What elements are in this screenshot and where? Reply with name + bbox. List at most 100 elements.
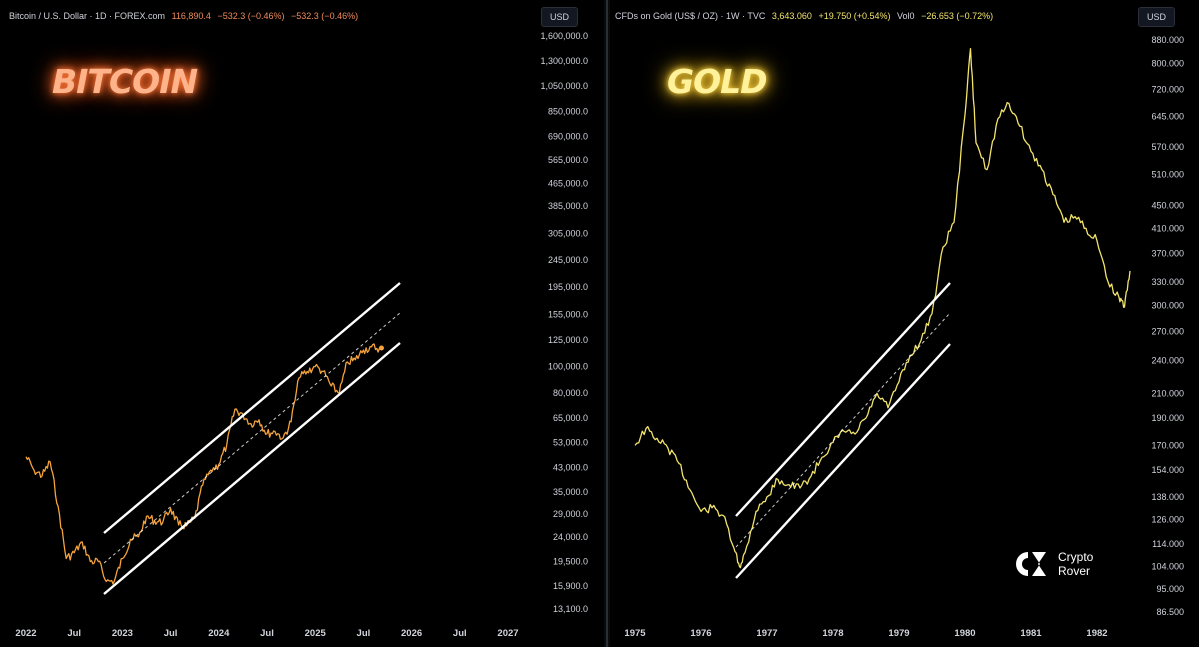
bitcoin-y-tick-label: 155,000.0: [548, 309, 588, 319]
gold-channel-mid-line: [735, 312, 951, 548]
bitcoin-y-tick-label: 465,000.0: [548, 178, 588, 188]
panel-divider[interactable]: [604, 0, 610, 647]
bitcoin-channel-upper-line: [103, 282, 401, 534]
bitcoin-currency-button[interactable]: USD: [541, 7, 578, 27]
gold-x-tick-label: 1982: [1086, 628, 1107, 639]
gold-big-title: GOLD: [667, 62, 768, 101]
bitcoin-x-tick-label: Jul: [164, 628, 178, 639]
bitcoin-big-title: BITCOIN: [52, 62, 198, 101]
gold-x-tick-label: 1979: [888, 628, 909, 639]
bitcoin-y-tick-label: 245,000.0: [548, 255, 588, 265]
gold-y-tick-label: 126.000: [1151, 514, 1184, 524]
gold-y-tick-label: 410.000: [1151, 223, 1184, 233]
gold-x-tick-label: 1980: [954, 628, 975, 639]
bitcoin-y-tick-label: 565,000.0: [548, 155, 588, 165]
bitcoin-x-tick-label: Jul: [357, 628, 371, 639]
gold-symbol-label: CFDs on Gold (US$ / OZ) · 1W · TVC: [615, 11, 766, 21]
gold-y-tick-label: 138.000: [1151, 492, 1184, 502]
bitcoin-y-tick-label: 125,000.0: [548, 335, 588, 345]
bitcoin-last-price-dot: [378, 345, 384, 351]
crypto-rover-logo-icon: [1016, 552, 1046, 576]
bitcoin-chart-panel[interactable]: Bitcoin / U.S. Dollar · 1D · FOREX.com 1…: [0, 0, 604, 647]
bitcoin-y-tick-label: 850,000.0: [548, 106, 588, 116]
gold-y-tick-label: 104.000: [1151, 562, 1184, 572]
gold-y-tick-label: 510.000: [1151, 170, 1184, 180]
bitcoin-x-tick-label: 2026: [401, 628, 422, 639]
bitcoin-last-price: 116,890.4: [171, 11, 211, 21]
gold-volume-change: −26.653 (−0.72%): [921, 11, 994, 21]
bitcoin-y-tick-label: 65,000.0: [553, 413, 588, 423]
logo-line-2: Rover: [1058, 564, 1091, 578]
gold-x-tick-label: 1976: [690, 628, 711, 639]
gold-y-tick-label: 450.000: [1151, 200, 1184, 210]
bitcoin-change-alt: −532.3 (−0.46%): [291, 11, 359, 21]
gold-y-tick-label: 170.000: [1151, 440, 1184, 450]
bitcoin-y-tick-label: 100,000.0: [548, 362, 588, 372]
bitcoin-x-tick-label: 2023: [112, 628, 133, 639]
bitcoin-channel-mid-line: [103, 312, 401, 564]
gold-x-tick-label: 1978: [822, 628, 843, 639]
gold-y-tick-label: 300.000: [1151, 300, 1184, 310]
bitcoin-x-tick-label: Jul: [67, 628, 81, 639]
gold-change: +19.750 (+0.54%): [818, 11, 891, 21]
gold-y-tick-label: 95.000: [1156, 584, 1184, 594]
gold-y-tick-label: 86.500: [1156, 607, 1184, 617]
gold-currency-button[interactable]: USD: [1138, 7, 1175, 27]
gold-y-tick-label: 570.000: [1151, 142, 1184, 152]
bitcoin-y-tick-label: 29,000.0: [553, 509, 588, 519]
bitcoin-x-tick-label: 2022: [15, 628, 36, 639]
bitcoin-y-tick-label: 15,900.0: [553, 581, 588, 591]
gold-y-tick-label: 270.000: [1151, 326, 1184, 336]
bitcoin-price-line: [25, 343, 381, 585]
bitcoin-y-tick-label: 1,300,000.0: [540, 56, 588, 66]
gold-last-price: 3,643.060: [771, 11, 812, 21]
gold-price-plot: 880.000 800.000 720.000 645.000 570.000 510.0…: [624, 35, 1184, 639]
bitcoin-y-tick-label: 195,000.0: [548, 282, 588, 292]
gold-y-tick-label: 330.000: [1151, 277, 1184, 287]
gold-y-tick-label: 645.000: [1151, 112, 1184, 122]
gold-y-tick-label: 240.000: [1151, 355, 1184, 365]
gold-x-tick-label: 1981: [1020, 628, 1042, 639]
crypto-rover-logo-text: Crypto Rover: [1058, 550, 1093, 578]
gold-y-tick-label: 154.000: [1151, 465, 1184, 475]
bitcoin-y-tick-label: 43,000.0: [553, 462, 588, 472]
bitcoin-symbol-label: Bitcoin / U.S. Dollar · 1D · FOREX.com: [9, 11, 166, 21]
crypto-rover-logo: Crypto Rover: [1012, 548, 1102, 580]
gold-x-tick-label: 1977: [756, 628, 777, 639]
gold-channel-upper-line: [735, 282, 951, 517]
bitcoin-x-tick-label: Jul: [453, 628, 467, 639]
bitcoin-y-tick-label: 1,600,000.0: [540, 31, 588, 41]
gold-x-tick-label: 1975: [624, 628, 646, 639]
gold-y-tick-label: 720.000: [1151, 84, 1184, 94]
gold-y-tick-label: 800.000: [1151, 59, 1184, 69]
gold-y-tick-label: 190.000: [1151, 413, 1184, 423]
bitcoin-change: −532.3 (−0.46%): [217, 11, 285, 21]
bitcoin-chart-header: Bitcoin / U.S. Dollar · 1D · FOREX.com 1…: [9, 11, 362, 21]
bitcoin-x-tick-label: 2025: [305, 628, 327, 639]
gold-volume-label: Vol0: [897, 11, 915, 21]
bitcoin-y-tick-label: 1,050,000.0: [540, 81, 588, 91]
bitcoin-x-tick-label: Jul: [260, 628, 274, 639]
bitcoin-y-tick-label: 19,500.0: [553, 557, 588, 567]
bitcoin-y-tick-label: 53,000.0: [553, 437, 588, 447]
gold-chart-header: CFDs on Gold (US$ / OZ) · 1W · TVC 3,643…: [615, 11, 997, 21]
bitcoin-y-tick-label: 24,000.0: [553, 532, 588, 542]
bitcoin-price-plot: 1,600,000.0 1,300,000.0 1,050,000.0 850,000…: [15, 31, 588, 639]
gold-y-tick-label: 210.000: [1151, 388, 1184, 398]
bitcoin-y-tick-label: 385,000.0: [548, 201, 588, 211]
bitcoin-y-tick-label: 80,000.0: [553, 388, 588, 398]
gold-channel-lower-line: [735, 343, 951, 579]
bitcoin-y-tick-label: 690,000.0: [548, 131, 588, 141]
gold-chart-panel[interactable]: CFDs on Gold (US$ / OZ) · 1W · TVC 3,643…: [610, 0, 1199, 647]
bitcoin-y-tick-label: 13,100.0: [553, 604, 588, 614]
bitcoin-y-tick-label: 305,000.0: [548, 229, 588, 239]
gold-y-tick-label: 880.000: [1151, 35, 1184, 45]
bitcoin-x-tick-label: 2024: [208, 628, 230, 639]
gold-price-line: [634, 47, 1131, 569]
logo-line-1: Crypto: [1058, 550, 1094, 564]
gold-y-tick-label: 370.000: [1151, 249, 1184, 259]
bitcoin-y-tick-label: 35,000.0: [553, 487, 588, 497]
bitcoin-x-tick-label: 2027: [497, 628, 518, 639]
gold-y-tick-label: 114.000: [1152, 539, 1184, 549]
bitcoin-channel-lower-line: [103, 342, 401, 595]
